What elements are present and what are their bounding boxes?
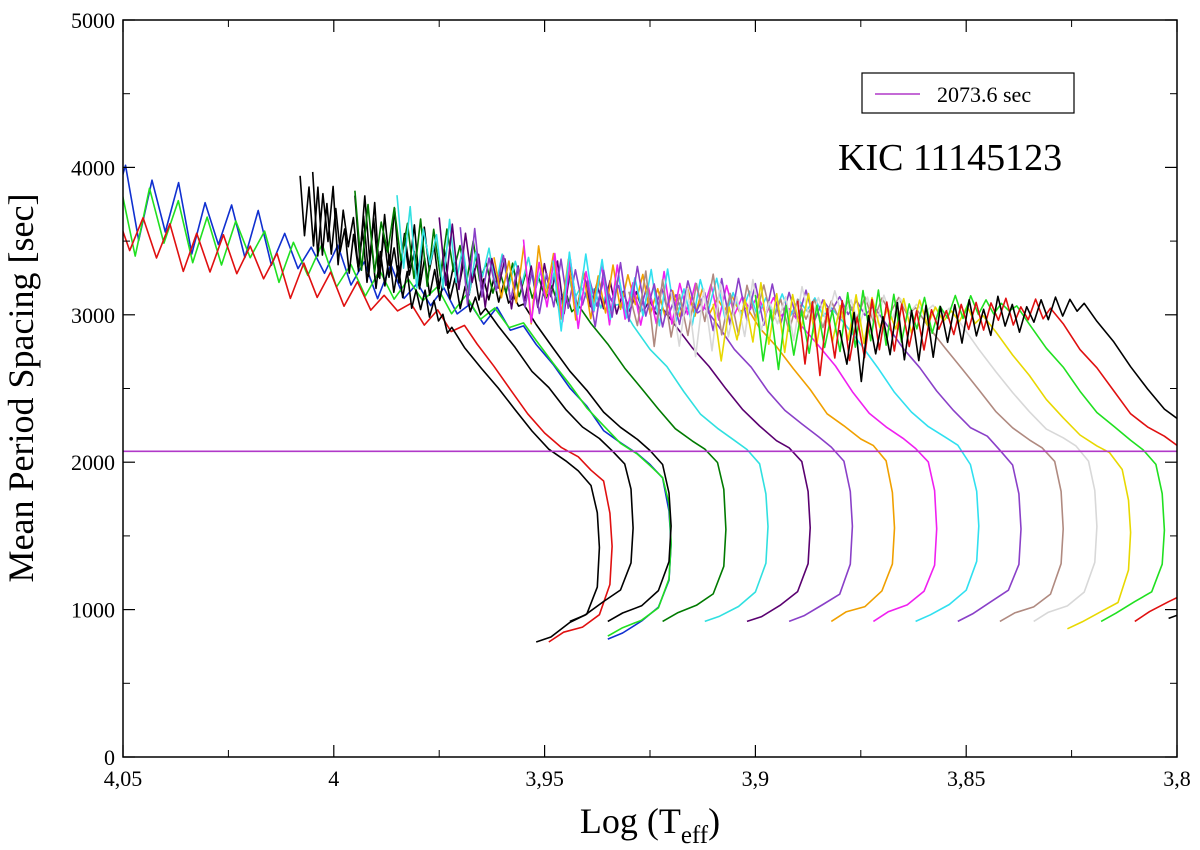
x-tick-label: 3,8	[1163, 766, 1191, 791]
legend-label: 2073.6 sec	[937, 82, 1031, 107]
x-tick-label: 3,95	[525, 766, 564, 791]
legend-box	[861, 72, 1075, 114]
y-tick-label: 0	[104, 745, 115, 770]
x-axis-title: Log (Teff)	[580, 801, 720, 849]
series-track-4	[299, 175, 601, 643]
x-axis-title-subscript: eff	[681, 822, 709, 849]
y-tick-label: 2000	[71, 450, 115, 475]
axis-ticks: 4,05 4 3,95 3,9 3,85 3,8 0 1000 2000 3000 4000 5000	[71, 8, 1191, 791]
series-track-12	[522, 239, 938, 623]
x-axis-title-main: Log (T	[580, 801, 681, 841]
series-track-3	[123, 216, 613, 643]
series-layer	[123, 164, 1177, 643]
x-axis-title-suffix: )	[708, 801, 720, 841]
series-track-20	[838, 295, 1177, 620]
y-tick-label: 4000	[71, 155, 115, 180]
x-tick-label: 3,85	[947, 766, 986, 791]
series-track-11	[493, 245, 896, 623]
series-track-6	[354, 195, 672, 623]
series-track-9	[438, 217, 811, 623]
y-tick-label: 3000	[71, 303, 115, 328]
y-tick-label: 5000	[71, 8, 115, 33]
x-tick-label: 4	[328, 766, 339, 791]
series-track-19	[796, 297, 1177, 623]
series-track-5	[311, 171, 634, 623]
series-track-18	[754, 289, 1166, 623]
x-tick-label: 4,05	[104, 766, 143, 791]
y-axis-title: Mean Period Spacing [sec]	[1, 194, 41, 583]
series-track-2	[123, 187, 672, 637]
series-track-7	[354, 190, 727, 623]
legend: 2073.6 sec	[861, 72, 1075, 114]
x-tick-label: 3,9	[742, 766, 770, 791]
object-annotation: KIC 11145123	[838, 137, 1062, 179]
y-tick-label: 1000	[71, 598, 115, 623]
